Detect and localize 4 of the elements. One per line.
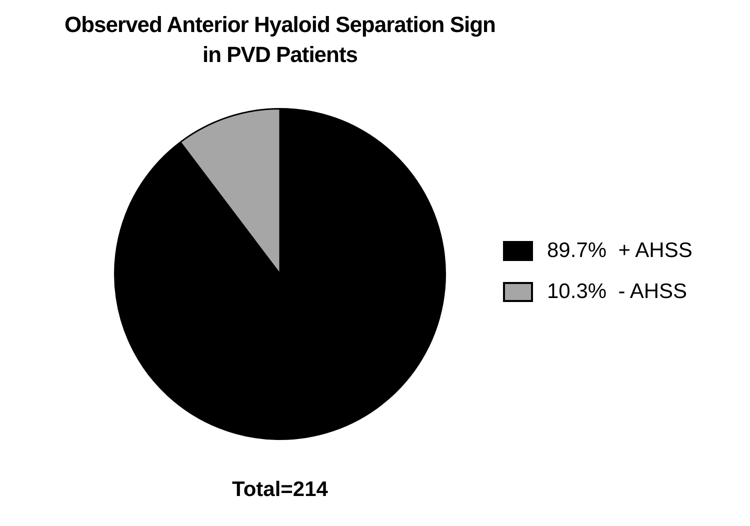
chart-title: Observed Anterior Hyaloid Separation Sign in PVD Patients bbox=[63, 11, 496, 69]
legend-label: 10.3% - AHSS bbox=[547, 280, 688, 304]
text: Total=214 bbox=[231, 478, 329, 502]
legend-label: 89.7% + AHSS bbox=[547, 239, 692, 263]
